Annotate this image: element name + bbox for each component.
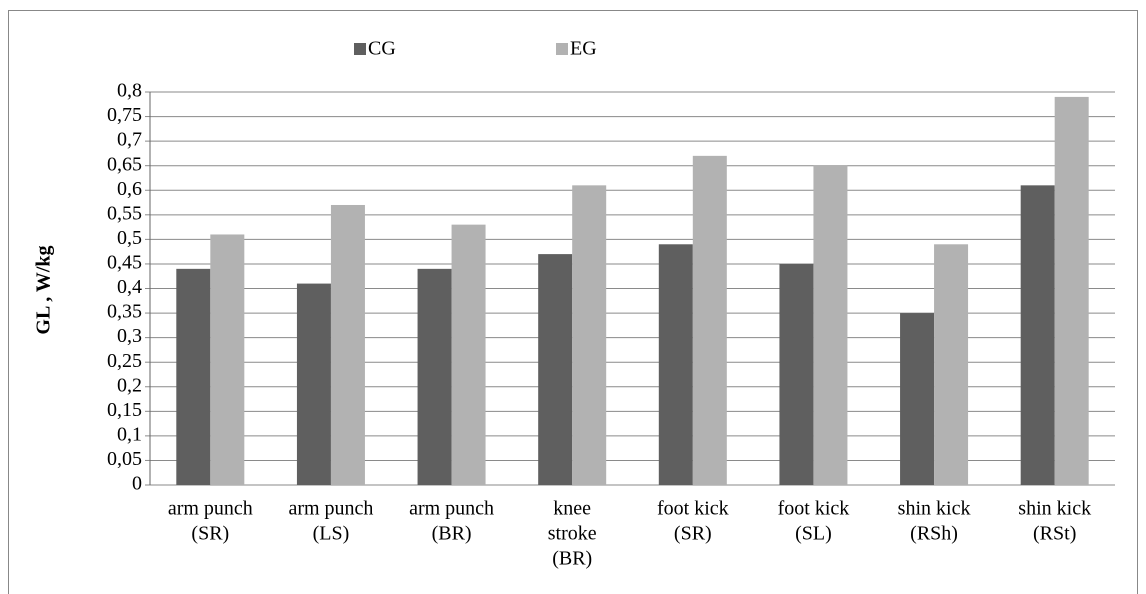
x-tick-label: arm punch: [288, 498, 373, 520]
x-tick-label: stroke: [548, 523, 597, 545]
x-tick-label: (SL): [795, 523, 832, 545]
y-tick-label: 0,35: [107, 301, 142, 323]
y-tick-label: 0,2: [117, 374, 142, 396]
y-tick-label: 0,65: [107, 153, 142, 175]
bar: [692, 155, 727, 486]
y-tick-label: 0,55: [107, 202, 142, 224]
bar: [1054, 96, 1089, 485]
bar: [176, 268, 211, 485]
x-tick-label: knee: [553, 498, 591, 520]
y-tick-label: 0,4: [117, 276, 142, 298]
legend-swatch: [354, 43, 366, 55]
legend-label: CG: [368, 38, 396, 60]
x-tick-label: (BR): [552, 548, 592, 570]
x-tick-label: shin kick: [898, 498, 971, 520]
bar: [900, 313, 935, 485]
y-tick-label: 0,6: [117, 178, 142, 200]
y-tick-label: 0,25: [107, 350, 142, 372]
y-tick-label: 0,15: [107, 399, 142, 421]
bar: [417, 268, 452, 485]
bar: [813, 165, 848, 485]
x-tick-label: foot kick: [778, 498, 850, 520]
y-tick-label: 0,05: [107, 448, 142, 470]
y-tick-label: 0: [132, 473, 142, 495]
bar: [934, 244, 969, 485]
y-tick-label: 0,7: [117, 129, 142, 151]
bar: [658, 244, 693, 485]
x-tick-label: (SR): [674, 523, 712, 545]
y-tick-label: 0,5: [117, 227, 142, 249]
x-tick-label: (RSt): [1033, 523, 1076, 545]
y-tick-label: 0,1: [117, 423, 142, 445]
bar: [538, 254, 573, 485]
x-tick-label: arm punch: [168, 498, 253, 520]
y-axis-label: GL , W/kg: [33, 245, 55, 334]
x-tick-label: arm punch: [409, 498, 494, 520]
y-tick-label: 0,45: [107, 252, 142, 274]
bar: [296, 283, 331, 485]
chart-frame: [8, 10, 1138, 594]
bar: [1020, 185, 1055, 485]
y-tick-label: 0,75: [107, 104, 142, 126]
x-tick-label: (SR): [191, 523, 229, 545]
bar: [210, 234, 245, 485]
legend-swatch: [556, 43, 568, 55]
x-tick-label: (RSh): [910, 523, 958, 545]
legend-label: EG: [570, 38, 597, 60]
y-tick-label: 0,3: [117, 325, 142, 347]
x-tick-label: (BR): [432, 523, 472, 545]
x-tick-label: (LS): [313, 523, 350, 545]
x-tick-label: shin kick: [1018, 498, 1091, 520]
bar: [451, 224, 486, 485]
x-tick-label: foot kick: [657, 498, 729, 520]
y-tick-label: 0,8: [117, 80, 142, 102]
bar: [330, 204, 365, 486]
bar: [572, 185, 607, 485]
bar: [779, 263, 814, 485]
